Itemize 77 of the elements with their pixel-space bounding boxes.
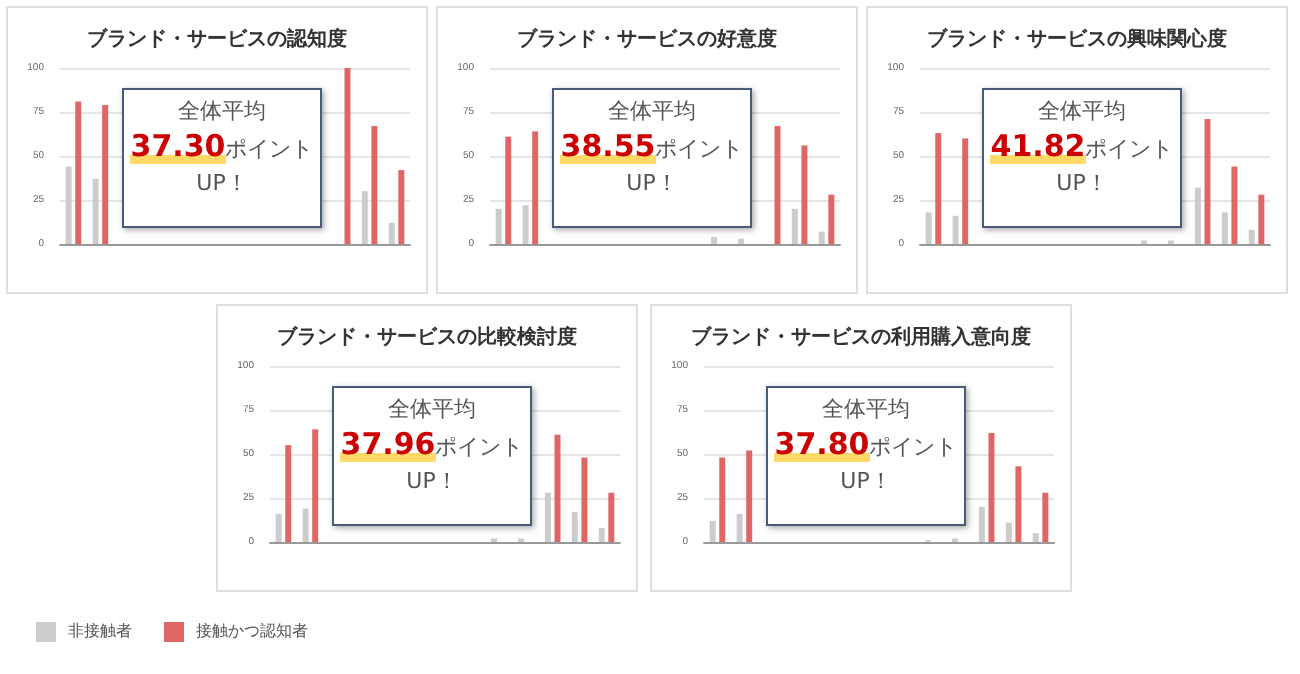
bar: [1015, 466, 1022, 542]
annotation: 全体平均: [820, 396, 912, 424]
bar: [711, 236, 718, 244]
chart-title: ブランド・サービスの好意度: [517, 27, 777, 51]
bar: [1194, 187, 1201, 244]
bar: [608, 492, 615, 542]
bar: [935, 133, 942, 244]
annotation: UP！: [624, 170, 680, 198]
bar: [495, 208, 502, 244]
annotation: ポイント: [655, 136, 744, 162]
bar: [1204, 119, 1211, 244]
bar: [818, 231, 825, 244]
bar: [828, 194, 835, 244]
annotation: 37.96: [340, 426, 436, 462]
annotation: UP！: [838, 468, 894, 496]
bar: [371, 126, 378, 244]
bar: [92, 178, 99, 244]
bar: [344, 68, 351, 244]
annotation: ポイント: [869, 434, 958, 460]
bar: [544, 492, 551, 542]
annotation: 全体平均: [176, 98, 268, 126]
annotation: ポイント: [225, 136, 314, 162]
bar: [1248, 229, 1255, 244]
bar: [791, 208, 798, 244]
bar: [719, 457, 726, 542]
bar: [962, 138, 969, 244]
annotation: UP！: [1054, 170, 1110, 198]
bar: [925, 212, 932, 244]
bar: [75, 101, 82, 244]
bar: [554, 434, 561, 542]
bar: [598, 527, 605, 542]
bar: [1221, 212, 1228, 244]
bar: [571, 512, 578, 542]
bar: [285, 445, 292, 542]
annotation: 37.80: [774, 426, 870, 462]
bar: [736, 513, 743, 542]
bar: [952, 215, 959, 244]
legend-label: 接触かつ認知者: [196, 622, 308, 640]
annotation: ポイント: [1085, 136, 1174, 162]
chart-title: ブランド・サービスの興味関心度: [927, 27, 1227, 51]
bar: [302, 508, 309, 542]
chart-title: ブランド・サービスの利用購入意向度: [691, 325, 1031, 349]
bar: [1032, 533, 1039, 542]
annotation: 全体平均: [1036, 98, 1128, 126]
annotation: 37.30: [130, 128, 226, 164]
bar: [102, 104, 109, 244]
annotation: 全体平均: [606, 98, 698, 126]
bar: [398, 170, 405, 244]
bar: [532, 131, 539, 244]
bar: [388, 222, 395, 244]
bar: [737, 238, 744, 244]
bar: [746, 450, 753, 542]
annotation: UP！: [194, 170, 250, 198]
bar: [978, 506, 985, 542]
bar: [275, 513, 282, 542]
chart-title: ブランド・サービスの認知度: [87, 27, 347, 51]
chart-title: ブランド・サービスの比較検討度: [277, 325, 577, 349]
annotation: 38.55: [560, 128, 656, 164]
bar: [709, 520, 716, 542]
bar: [581, 457, 588, 542]
bar: [988, 432, 995, 542]
annotation: ポイント: [435, 434, 524, 460]
bar: [1231, 166, 1238, 244]
bar: [1042, 492, 1049, 542]
bar: [312, 429, 319, 542]
bar: [505, 136, 512, 244]
bar: [65, 166, 72, 244]
annotation: 全体平均: [386, 396, 478, 424]
bar: [1005, 522, 1012, 542]
legend-label: 非接触者: [68, 622, 132, 640]
bar: [361, 191, 368, 244]
annotation: 41.82: [990, 128, 1086, 164]
bar: [522, 205, 529, 244]
bar: [774, 126, 781, 244]
bar: [801, 145, 808, 244]
annotation: UP！: [404, 468, 460, 496]
bar: [1258, 194, 1265, 244]
